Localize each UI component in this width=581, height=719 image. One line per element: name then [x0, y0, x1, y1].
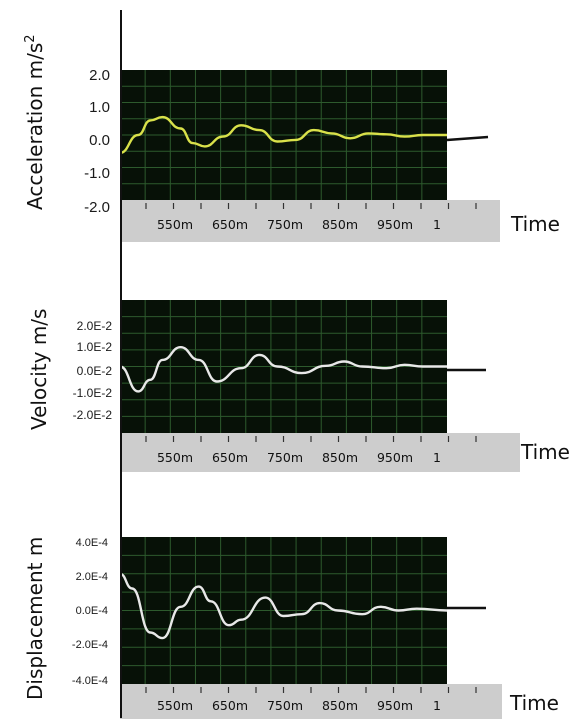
- acceleration-strip-ticks: [145, 203, 477, 209]
- velocity-xtick-label: 950m: [377, 450, 413, 465]
- velocity-ytick-label: 2.0E-2: [77, 319, 113, 333]
- acceleration-series-line: [119, 115, 447, 155]
- acceleration-xtick-label: 850m: [322, 217, 358, 232]
- velocity-xtick-label: 550m: [157, 450, 193, 465]
- velocity-time-strip: [120, 433, 520, 472]
- displacement-xtick-label: 950m: [377, 698, 413, 713]
- velocity-xtick-label: 850m: [322, 450, 358, 465]
- acceleration-tail-line: [446, 135, 489, 142]
- displacement-xtick-label: 550m: [157, 698, 193, 713]
- acceleration-ytick-label: 0.0: [89, 132, 110, 149]
- velocity-ytick-label: -1.0E-2: [73, 386, 113, 400]
- acceleration-xtick-label: 750m: [267, 217, 303, 232]
- velocity-ytick-label: 1.0E-2: [77, 340, 113, 354]
- velocity-xtick-label: 1: [433, 450, 441, 465]
- acceleration-ylabel-sup: 2: [23, 34, 38, 42]
- acceleration-time-strip: [120, 200, 500, 242]
- velocity-xtick-label: 750m: [267, 450, 303, 465]
- velocity-ylabel: Velocity m/s: [27, 309, 51, 430]
- displacement-xlabel: Time: [509, 691, 559, 715]
- displacement-xtick-label: 750m: [267, 698, 303, 713]
- displacement-panel: 550m 650m 750m 850m 950m 1 4.0E-4 2.0E-4 0.0E-4 -…: [72, 537, 502, 719]
- displacement-xtick-label: 1: [433, 698, 441, 713]
- displacement-ytick-label: -2.0E-4: [72, 639, 108, 651]
- acceleration-ytick-label: 2.0: [89, 67, 110, 84]
- velocity-series-line: [119, 346, 447, 393]
- acceleration-ytick-label: -1.0: [84, 165, 110, 182]
- acceleration-xtick-label: 1: [433, 217, 441, 232]
- velocity-ytick-label: 0.0E-2: [77, 364, 113, 378]
- displacement-ytick-label: 2.0E-4: [76, 571, 108, 583]
- displacement-ytick-label: 4.0E-4: [76, 537, 108, 549]
- acceleration-xlabel: Time: [510, 212, 560, 236]
- acceleration-panel: 550m 650m 750m 850m 950m 1 2.0 1.0 0.0 -1.0 -2.0: [84, 67, 500, 242]
- acceleration-ylabel: Acceleration m/s2: [23, 34, 47, 210]
- velocity-strip-ticks: [145, 436, 477, 442]
- displacement-grid: [120, 537, 447, 684]
- displacement-ytick-label: -4.0E-4: [72, 675, 108, 687]
- velocity-ytick-label: -2.0E-2: [73, 408, 113, 422]
- acceleration-xtick-label: 950m: [377, 217, 413, 232]
- displacement-xtick-label: 850m: [322, 698, 358, 713]
- displacement-ylabel: Displacement m: [23, 537, 47, 700]
- displacement-ytick-label: 0.0E-4: [76, 605, 108, 617]
- acceleration-ytick-label: -2.0: [84, 199, 110, 216]
- panels: 550m 650m 750m 850m 950m 12.01.00.0-1.0-2.055…: [72, 67, 520, 719]
- labels: Acceleration m/s2 Time Velocity m/s Time…: [23, 34, 570, 715]
- displacement-series-line: [119, 572, 448, 640]
- velocity-xlabel: Time: [520, 440, 570, 464]
- velocity-xtick-label: 650m: [212, 450, 248, 465]
- acceleration-ytick-label: 1.0: [89, 99, 110, 116]
- acceleration-xtick-label: 550m: [157, 217, 193, 232]
- displacement-xtick-label: 650m: [212, 698, 248, 713]
- velocity-panel: 550m 650m 750m 850m 950m 1 2.0E-2 1.0E-2 0.0E-2 -…: [73, 300, 520, 472]
- acceleration-xtick-label: 650m: [212, 217, 248, 232]
- displacement-strip-ticks: [145, 687, 477, 693]
